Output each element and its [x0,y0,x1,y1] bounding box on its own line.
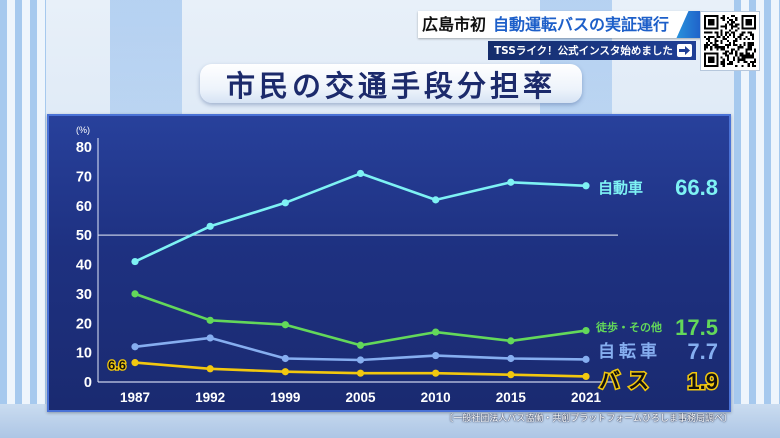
series-name-label: バス [599,369,657,393]
data-point-series-1 [356,341,365,349]
promo-text: TSSライク！公式インスタ始めました [494,45,673,57]
data-point-series-3 [131,359,139,367]
arrow-right-icon [677,44,692,57]
x-tick-label: 1987 [120,390,150,405]
data-point-series-3 [582,372,590,381]
data-point-series-0 [582,182,590,190]
x-tick-label: 2021 [571,390,602,405]
x-tick-label: 1999 [270,390,300,405]
series-name-label: 徒歩・その他 [595,320,662,334]
studio-stripes-left [0,0,46,438]
data-point-series-3 [356,369,365,377]
data-point-series-2 [206,334,214,342]
y-tick-label: 60 [76,199,92,215]
y-tick-label: 80 [76,140,92,156]
series-end-value-label: 1.9 [687,369,718,394]
data-point-series-2 [131,343,139,351]
y-tick-label: 20 [76,316,92,332]
data-point-series-3 [206,365,214,373]
data-point-series-2 [432,351,440,360]
data-point-series-3 [281,368,289,376]
data-point-series-2 [582,355,590,363]
data-point-series-1 [281,321,289,329]
data-value-label: 6.6 [108,358,126,373]
data-point-series-0 [356,169,365,178]
series-name-label: 自動車 [598,179,643,197]
chart-panel: 0 10 20 30 40 50 60 70 80 (%) 1987 1992 1999 2005 2010… [47,114,731,412]
y-tick-label: 50 [76,228,92,244]
series-end-value-label: 17.5 [675,315,718,340]
data-point-series-1 [432,328,440,336]
data-point-series-1 [582,326,590,335]
y-axis-unit-label: (%) [76,125,90,135]
y-tick-label: 10 [76,346,92,362]
data-point-series-2 [281,354,289,363]
series-line-0 [133,172,588,263]
y-tick-label: 0 [84,375,92,391]
qr-code-icon [700,11,760,71]
data-point-series-0 [432,196,440,204]
series-end-value-label: 66.8 [675,175,718,200]
y-tick-label: 40 [76,258,92,274]
data-point-series-2 [507,354,515,363]
data-point-series-0 [507,178,515,186]
studio-stripes-right [734,0,780,438]
data-point-series-1 [131,290,139,298]
data-point-series-0 [281,199,289,207]
chart-title: 市民の交通手段分担率 [225,68,556,103]
chart-title-box: 市民の交通手段分担率 [200,64,582,103]
data-point-series-2 [356,356,365,364]
series-name-label: 自転車 [598,341,661,362]
data-point-series-3 [432,369,440,377]
headline-accent-stripe [676,11,702,38]
data-point-series-3 [507,371,515,379]
x-tick-label: 2010 [421,390,451,405]
series-end-value-label: 7.7 [687,339,718,364]
y-tick-label: 30 [76,287,92,303]
source-note: 〔一般社団法人バス協働・共創プラットフォームひろしま事務局調べ〕 [444,414,732,424]
data-point-series-1 [507,337,515,345]
y-tick-label: 70 [76,169,92,185]
headline-prefix: 広島市初 [422,15,487,34]
news-headline-banner: 広島市初 自動運転バスの実証運行 [418,11,702,38]
qr-code-pattern [704,15,756,67]
data-point-series-0 [206,222,214,230]
x-tick-label: 2005 [345,390,376,405]
data-point-series-1 [206,316,214,324]
line-chart: 0 10 20 30 40 50 60 70 80 (%) 1987 1992 1999 2005 2010… [76,125,720,405]
promo-bar: TSSライク！公式インスタ始めました [488,41,696,60]
x-tick-label: 2015 [496,390,527,405]
headline-main: 自動運転バスの実証運行 [493,15,670,34]
x-tick-label: 1992 [195,390,225,405]
headline-text: 広島市初 自動運転バスの実証運行 [422,14,669,35]
data-point-series-0 [131,257,139,266]
